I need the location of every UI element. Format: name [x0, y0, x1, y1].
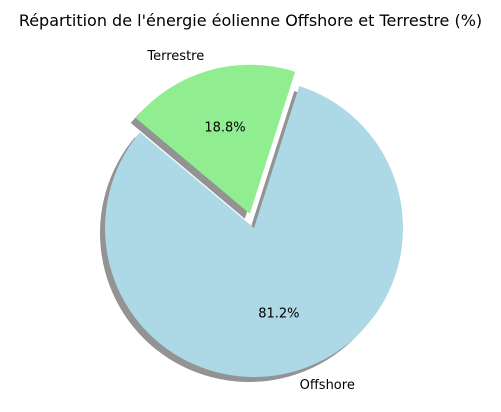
- pie-label-terrestre: Terrestre: [146, 49, 204, 64]
- pie-slice-offshore: [105, 86, 403, 378]
- pie-slice-layer: [105, 64, 403, 378]
- pie-label-layer: Offshore 81.2% Terrestre 18.8%: [146, 49, 354, 393]
- pie-pct-label-offshore: 81.2%: [258, 306, 299, 321]
- pie-label-offshore: Offshore: [300, 378, 355, 393]
- pie-pct-label-terrestre: 18.8%: [204, 120, 245, 135]
- pie-slice-terrestre: [135, 64, 296, 214]
- chart-title: Répartition de l'énergie éolienne Offsho…: [18, 11, 483, 30]
